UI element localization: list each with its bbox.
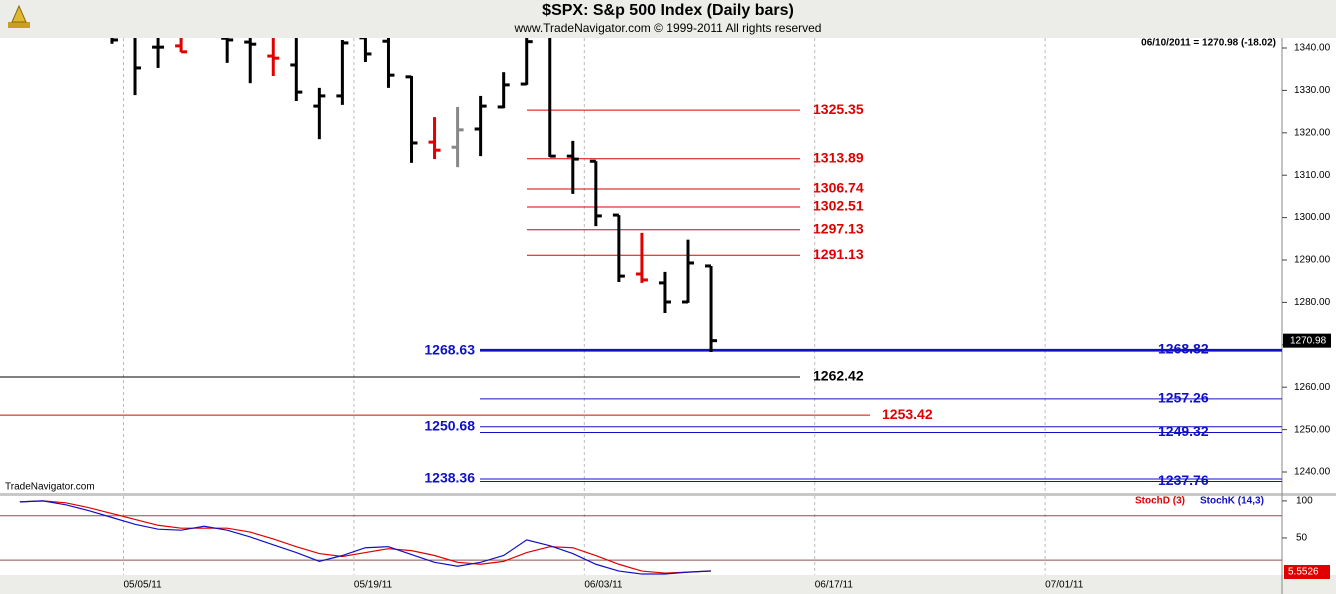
ohlc-bar <box>133 38 142 96</box>
ohlc-bar <box>705 264 718 353</box>
ohlc-bar <box>658 271 671 314</box>
y-tick-label: 1290.00 <box>1294 255 1331 266</box>
y-tick-label: 1320.00 <box>1294 127 1331 138</box>
header-bg <box>0 0 1336 38</box>
ohlc-bar <box>520 38 533 86</box>
annotation: 06/10/2011 = 1270.98 (-18.02) <box>1141 38 1276 49</box>
y-tick-label: 1300.00 <box>1294 212 1331 223</box>
ohlc-bar <box>451 106 464 168</box>
level-label: 1306.74 <box>813 180 864 196</box>
stoch-line <box>19 500 712 574</box>
ohlc-bar <box>313 87 326 140</box>
y-tick-label: 1310.00 <box>1294 170 1331 181</box>
last-value-box <box>1284 565 1330 579</box>
ohlc-bar <box>359 38 372 62</box>
level-label: 1237.76 <box>1158 472 1209 488</box>
legend-entry: StochD (3) <box>1135 496 1185 507</box>
ohlc-bar <box>267 38 280 76</box>
ohlc-bar <box>682 239 695 304</box>
level-label: 1253.42 <box>882 406 933 422</box>
y-tick-label: 1260.00 <box>1294 382 1331 393</box>
level-label: 1302.51 <box>813 198 864 214</box>
ohlc-bar <box>405 75 418 163</box>
ohlc-bar <box>566 140 579 194</box>
y-tick-label: 1280.00 <box>1294 297 1331 308</box>
logo <box>8 4 30 28</box>
x-tick-label: 06/03/11 <box>584 580 623 591</box>
pane-separator <box>0 493 1336 496</box>
x-tick-label: 06/17/11 <box>815 580 854 591</box>
ohlc-bar <box>428 117 441 160</box>
y-tick-label: 1250.00 <box>1294 424 1331 435</box>
level-label: 1291.13 <box>813 246 864 262</box>
ohlc-bar <box>110 38 118 44</box>
ohlc-bar <box>382 38 395 88</box>
ohlc-bar <box>244 38 257 84</box>
ohlc-bar <box>474 95 487 157</box>
last-value-box <box>1283 333 1331 348</box>
level-label: 1238.36 <box>424 470 475 486</box>
level-label: 1268.82 <box>1158 341 1209 357</box>
ohlc-bar <box>336 39 349 105</box>
ohlc-bar <box>175 38 188 54</box>
ohlc-bar <box>612 213 625 283</box>
lower-plot <box>0 496 1282 575</box>
ohlc-bar <box>221 38 234 63</box>
stoch-line <box>19 500 712 575</box>
y-tick-label: 1340.00 <box>1294 43 1331 54</box>
y-tick-label: 100 <box>1296 496 1313 507</box>
last-value-label: 5.5526 <box>1288 567 1319 578</box>
level-label: 1297.13 <box>813 220 864 236</box>
y-tick-label: 1330.00 <box>1294 85 1331 96</box>
level-label: 1250.68 <box>424 417 475 433</box>
last-value-label: 1270.98 <box>1290 335 1327 346</box>
x-tick-label: 05/19/11 <box>354 580 393 591</box>
chart-title: $SPX: S&p 500 Index (Daily bars) <box>542 2 794 19</box>
main-plot <box>0 38 1282 493</box>
level-label: 1313.89 <box>813 149 864 165</box>
watermark: TradeNavigator.com <box>5 482 95 493</box>
x-tick-label: 05/05/11 <box>123 580 162 591</box>
y-tick-label: 50 <box>1296 533 1308 544</box>
level-label: 1249.32 <box>1158 423 1209 439</box>
level-label: 1257.26 <box>1158 390 1209 406</box>
ohlc-bar <box>548 38 556 158</box>
level-label: 1262.42 <box>813 368 864 384</box>
chart-subtitle: www.TradeNavigator.com © 1999-2011 All r… <box>514 21 822 35</box>
ohlc-bar <box>635 232 648 283</box>
level-label: 1325.35 <box>813 101 864 117</box>
ohlc-bar <box>152 38 165 68</box>
ohlc-bar <box>497 72 510 109</box>
x-axis-strip <box>0 575 1336 594</box>
level-label: 1268.63 <box>424 341 475 357</box>
ohlc-bar <box>290 38 303 102</box>
legend-entry: StochK (14,3) <box>1200 496 1264 507</box>
x-tick-label: 07/01/11 <box>1045 580 1084 591</box>
ohlc-bar <box>589 159 602 227</box>
y-tick-label: 1240.00 <box>1294 467 1331 478</box>
